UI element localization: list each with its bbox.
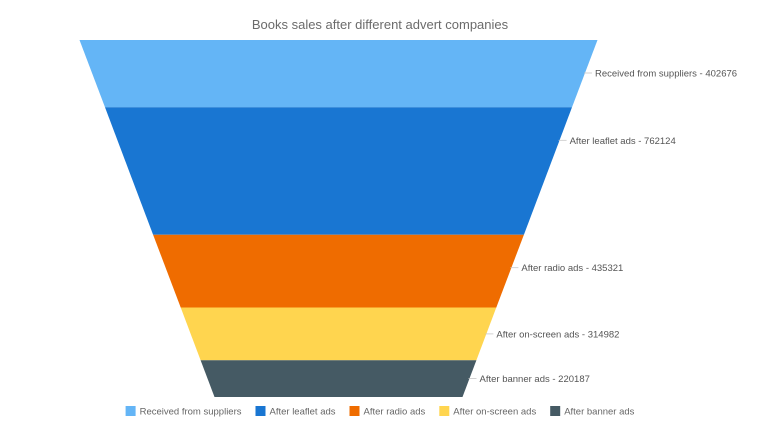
legend-item-after-radio-ads[interactable]: After radio ads xyxy=(349,406,426,418)
funnel-segment-after-leaflet-ads[interactable] xyxy=(105,107,572,235)
legend-item-received-from-suppliers[interactable]: Received from suppliers xyxy=(125,406,242,418)
funnel-segment-received-from-suppliers[interactable] xyxy=(79,40,598,108)
segment-label-after-banner-ads: After banner ads - 220187 xyxy=(480,374,590,385)
segment-label-after-leaflet-ads: After leaflet ads - 762124 xyxy=(570,136,676,147)
legend-item-after-banner-ads[interactable]: After banner ads xyxy=(550,406,635,418)
legend-label: After banner ads xyxy=(564,407,634,418)
chart-title: Books sales after different advert compa… xyxy=(252,17,509,32)
funnel-segment-after-on-screen-ads[interactable] xyxy=(180,307,497,361)
legend-item-after-on-screen-ads[interactable]: After on-screen ads xyxy=(439,406,536,418)
legend-swatch xyxy=(255,406,266,416)
legend-swatch xyxy=(439,406,450,416)
legend-label: After leaflet ads xyxy=(270,407,336,418)
legend-label: Received from suppliers xyxy=(140,407,242,418)
legend-swatch xyxy=(125,406,136,416)
legend-swatch xyxy=(550,406,561,416)
funnel-segment-after-banner-ads[interactable] xyxy=(200,360,477,397)
legend-swatch xyxy=(349,406,360,416)
legend-item-after-leaflet-ads[interactable]: After leaflet ads xyxy=(255,406,336,418)
legend-label: After radio ads xyxy=(364,407,426,418)
segment-label-after-radio-ads: After radio ads - 435321 xyxy=(521,263,623,274)
segment-label-after-on-screen-ads: After on-screen ads - 314982 xyxy=(496,329,619,340)
funnel-segment-after-radio-ads[interactable] xyxy=(153,234,524,308)
segment-label-received-from-suppliers: Received from suppliers - 402676 xyxy=(595,69,737,80)
legend-label: After on-screen ads xyxy=(453,407,536,418)
